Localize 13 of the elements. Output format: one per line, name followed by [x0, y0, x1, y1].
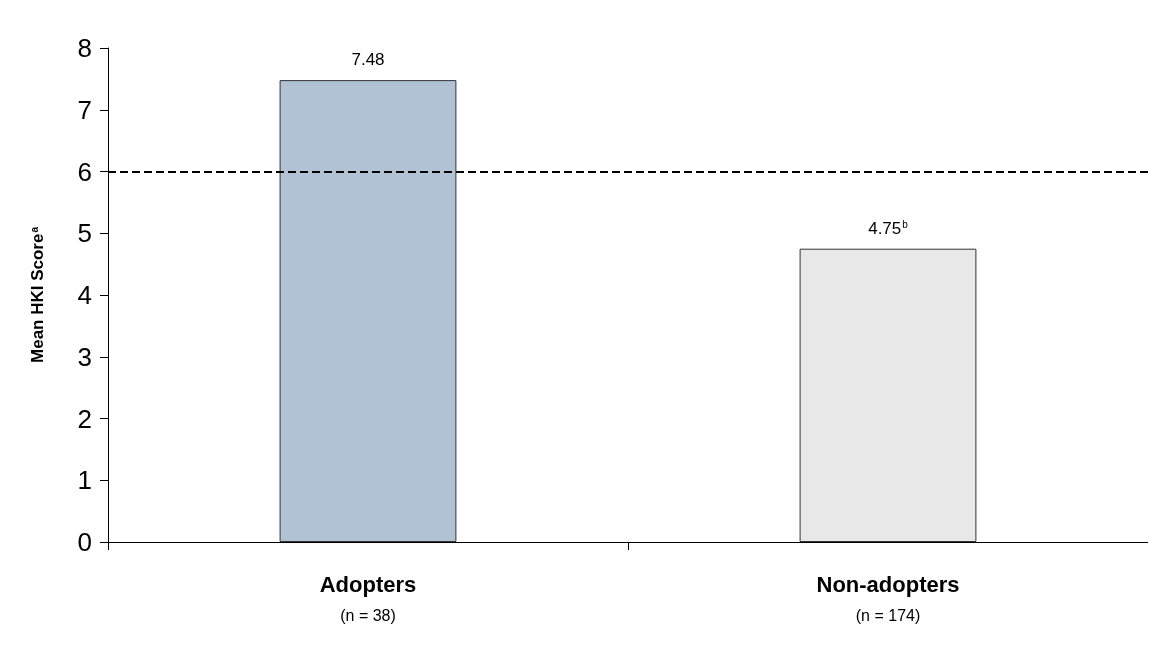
y-tick-label: 7 [77, 94, 92, 125]
data-label: 7.48 [351, 50, 385, 70]
y-tick-label: 3 [77, 341, 92, 372]
y-tick-label: 6 [77, 156, 92, 187]
y-tick-label: 0 [77, 527, 92, 557]
x-tick-label: Adopters (n = 38) [319, 571, 417, 624]
y-axis-title: Mean HKI Scorea [28, 226, 47, 363]
x-tick-label: Non-adopters (n = 174) [816, 571, 960, 624]
y-tick-label: 8 [77, 33, 92, 63]
y-tick-label: 5 [77, 218, 92, 249]
y-tick-label: 2 [77, 403, 92, 434]
y-tick-label: 4 [77, 280, 92, 310]
y-tick-label: 1 [77, 465, 92, 496]
